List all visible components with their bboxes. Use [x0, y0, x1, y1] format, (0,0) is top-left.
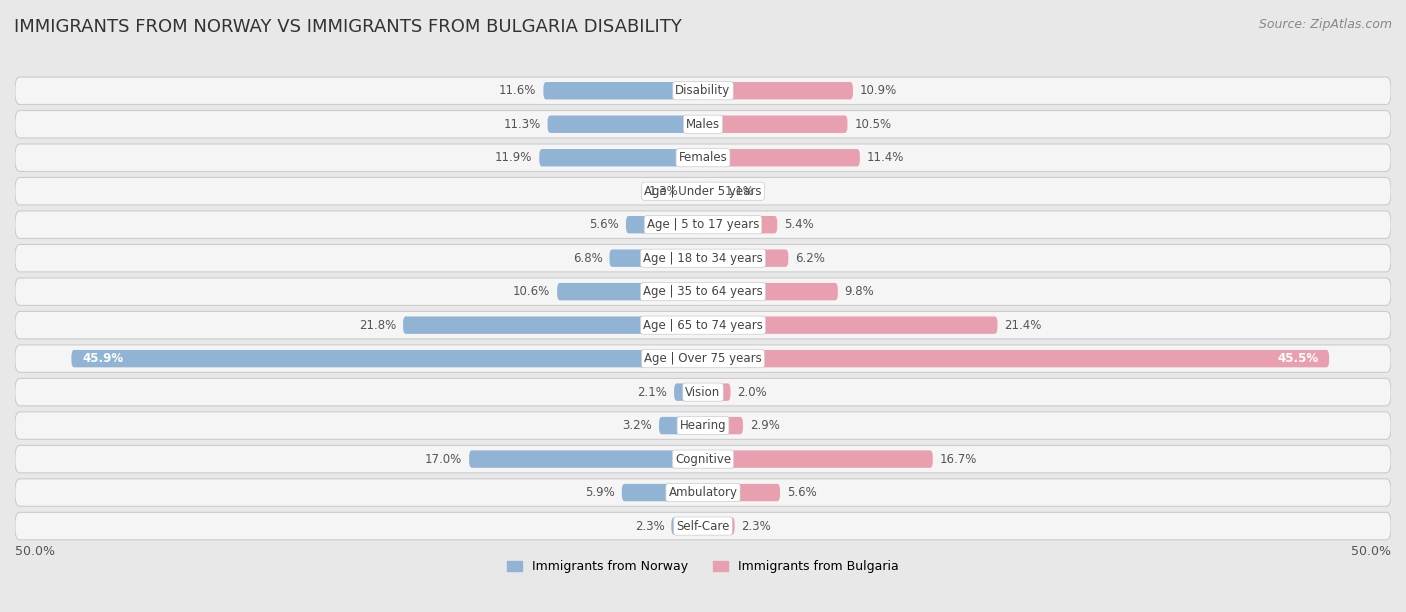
Text: 2.3%: 2.3%: [741, 520, 772, 532]
Text: 11.4%: 11.4%: [866, 151, 904, 164]
FancyBboxPatch shape: [703, 182, 718, 200]
Text: 5.4%: 5.4%: [785, 218, 814, 231]
Text: 5.6%: 5.6%: [589, 218, 619, 231]
FancyBboxPatch shape: [703, 82, 853, 100]
Text: 10.6%: 10.6%: [513, 285, 550, 298]
Text: Age | 65 to 74 years: Age | 65 to 74 years: [643, 319, 763, 332]
Text: Hearing: Hearing: [679, 419, 727, 432]
Text: 21.4%: 21.4%: [1004, 319, 1042, 332]
Text: 11.3%: 11.3%: [503, 118, 541, 131]
FancyBboxPatch shape: [703, 283, 838, 300]
Text: 6.2%: 6.2%: [796, 252, 825, 264]
FancyBboxPatch shape: [557, 283, 703, 300]
Text: IMMIGRANTS FROM NORWAY VS IMMIGRANTS FROM BULGARIA DISABILITY: IMMIGRANTS FROM NORWAY VS IMMIGRANTS FRO…: [14, 18, 682, 36]
FancyBboxPatch shape: [673, 383, 703, 401]
FancyBboxPatch shape: [15, 312, 1391, 339]
Text: 3.2%: 3.2%: [623, 419, 652, 432]
FancyBboxPatch shape: [703, 350, 1329, 367]
FancyBboxPatch shape: [15, 446, 1391, 473]
Text: Cognitive: Cognitive: [675, 453, 731, 466]
FancyBboxPatch shape: [685, 182, 703, 200]
FancyBboxPatch shape: [703, 484, 780, 501]
FancyBboxPatch shape: [547, 116, 703, 133]
FancyBboxPatch shape: [703, 216, 778, 233]
Text: 50.0%: 50.0%: [15, 545, 55, 558]
Text: 6.8%: 6.8%: [572, 252, 603, 264]
FancyBboxPatch shape: [703, 383, 731, 401]
FancyBboxPatch shape: [15, 244, 1391, 272]
Text: 17.0%: 17.0%: [425, 453, 463, 466]
FancyBboxPatch shape: [15, 412, 1391, 439]
Text: 21.8%: 21.8%: [359, 319, 396, 332]
Text: Source: ZipAtlas.com: Source: ZipAtlas.com: [1258, 18, 1392, 31]
Text: 50.0%: 50.0%: [1351, 545, 1391, 558]
Text: Ambulatory: Ambulatory: [668, 486, 738, 499]
FancyBboxPatch shape: [703, 250, 789, 267]
FancyBboxPatch shape: [15, 144, 1391, 171]
FancyBboxPatch shape: [15, 211, 1391, 239]
Text: 16.7%: 16.7%: [939, 453, 977, 466]
Text: Males: Males: [686, 118, 720, 131]
FancyBboxPatch shape: [15, 177, 1391, 205]
Text: 11.9%: 11.9%: [495, 151, 533, 164]
FancyBboxPatch shape: [15, 479, 1391, 506]
FancyBboxPatch shape: [15, 345, 1391, 372]
Text: Age | Over 75 years: Age | Over 75 years: [644, 352, 762, 365]
FancyBboxPatch shape: [15, 512, 1391, 540]
FancyBboxPatch shape: [540, 149, 703, 166]
FancyBboxPatch shape: [703, 517, 735, 535]
Text: 2.0%: 2.0%: [737, 386, 768, 398]
Text: Disability: Disability: [675, 84, 731, 97]
Text: 1.3%: 1.3%: [648, 185, 678, 198]
FancyBboxPatch shape: [15, 111, 1391, 138]
Text: 2.9%: 2.9%: [749, 419, 780, 432]
FancyBboxPatch shape: [703, 450, 932, 468]
FancyBboxPatch shape: [626, 216, 703, 233]
FancyBboxPatch shape: [543, 82, 703, 100]
FancyBboxPatch shape: [703, 417, 742, 435]
Text: 1.1%: 1.1%: [725, 185, 755, 198]
Text: 10.9%: 10.9%: [860, 84, 897, 97]
FancyBboxPatch shape: [703, 116, 848, 133]
FancyBboxPatch shape: [72, 350, 703, 367]
Text: Age | 18 to 34 years: Age | 18 to 34 years: [643, 252, 763, 264]
Text: Vision: Vision: [685, 386, 721, 398]
Text: 5.6%: 5.6%: [787, 486, 817, 499]
FancyBboxPatch shape: [404, 316, 703, 334]
Text: 5.9%: 5.9%: [585, 486, 614, 499]
Text: Age | Under 5 years: Age | Under 5 years: [644, 185, 762, 198]
Text: Age | 5 to 17 years: Age | 5 to 17 years: [647, 218, 759, 231]
FancyBboxPatch shape: [470, 450, 703, 468]
Legend: Immigrants from Norway, Immigrants from Bulgaria: Immigrants from Norway, Immigrants from …: [508, 561, 898, 573]
Text: 2.1%: 2.1%: [637, 386, 668, 398]
Text: 45.5%: 45.5%: [1277, 352, 1317, 365]
Text: 11.6%: 11.6%: [499, 84, 537, 97]
Text: 2.3%: 2.3%: [634, 520, 665, 532]
Text: Females: Females: [679, 151, 727, 164]
Text: Self-Care: Self-Care: [676, 520, 730, 532]
FancyBboxPatch shape: [15, 77, 1391, 105]
FancyBboxPatch shape: [609, 250, 703, 267]
Text: Age | 35 to 64 years: Age | 35 to 64 years: [643, 285, 763, 298]
FancyBboxPatch shape: [15, 278, 1391, 305]
Text: 45.9%: 45.9%: [83, 352, 124, 365]
FancyBboxPatch shape: [659, 417, 703, 435]
FancyBboxPatch shape: [703, 316, 997, 334]
FancyBboxPatch shape: [703, 149, 860, 166]
FancyBboxPatch shape: [671, 517, 703, 535]
FancyBboxPatch shape: [15, 378, 1391, 406]
Text: 9.8%: 9.8%: [845, 285, 875, 298]
Text: 10.5%: 10.5%: [855, 118, 891, 131]
FancyBboxPatch shape: [621, 484, 703, 501]
